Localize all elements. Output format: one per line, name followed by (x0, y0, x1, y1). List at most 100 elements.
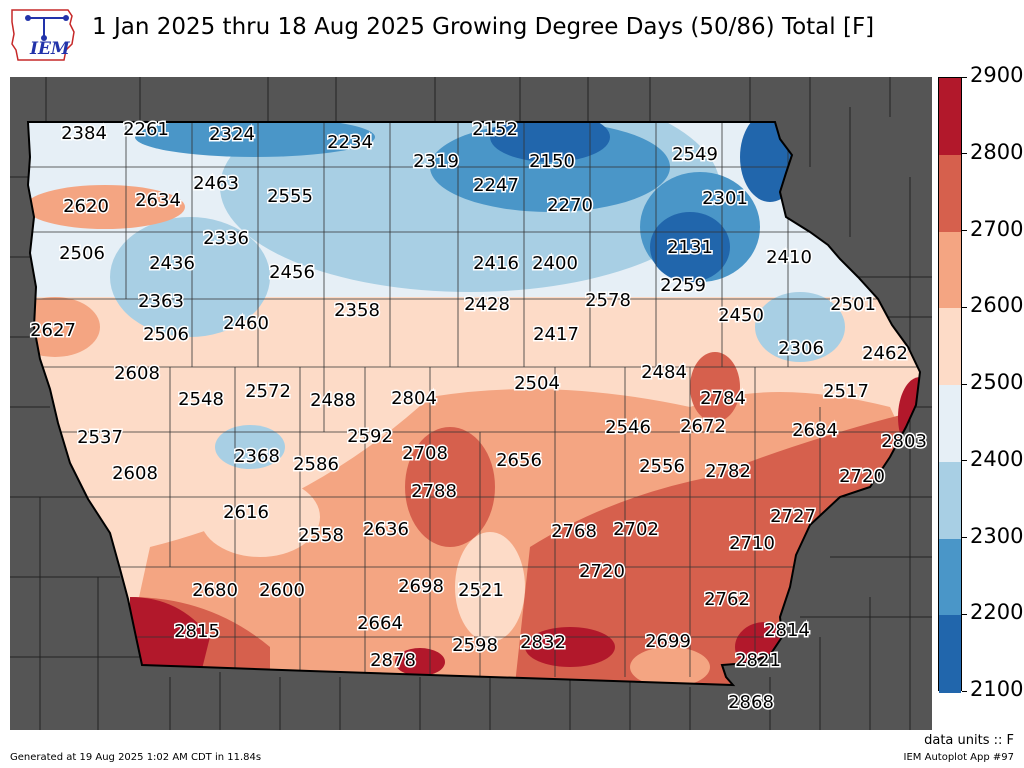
band-2700-2800-central (405, 427, 495, 547)
station-value: 2450 (718, 305, 764, 326)
station-value: 2504 (514, 373, 560, 394)
station-value: 2462 (862, 343, 908, 364)
colorbar-segment (939, 461, 961, 539)
station-labels: 2384 2261 2324 2234 2152 2549 2319 2150 … (29, 118, 929, 715)
iowa-state-outline (26, 121, 922, 687)
band-2700-2800-e (690, 352, 740, 422)
station-value: 2672 (680, 416, 726, 437)
station-value: 2572 (245, 381, 291, 402)
iowa-map: 2384 2261 2324 2234 2152 2549 2319 2150 … (10, 77, 932, 730)
station-value: 2558 (298, 525, 344, 546)
station-value: 2821 (735, 650, 781, 671)
station-value: 2324 (209, 124, 255, 145)
station-value: 2680 (192, 580, 238, 601)
station-value: 2428 (464, 294, 510, 315)
neighbor-county-lines (10, 77, 932, 730)
station-value: 2803 (881, 431, 927, 452)
page-title: 1 Jan 2025 thru 18 Aug 2025 Growing Degr… (92, 14, 875, 40)
band-2200-2300-nw (135, 122, 375, 157)
station-value: 2592 (347, 426, 393, 447)
generated-timestamp: Generated at 19 Aug 2025 1:02 AM CDT in … (10, 752, 262, 763)
station-value: 2684 (792, 420, 838, 441)
station-value: 2815 (174, 621, 220, 642)
colorbar-segment (939, 231, 961, 309)
station-value: 2608 (112, 463, 158, 484)
station-value: 2417 (533, 324, 579, 345)
contour-fill (28, 122, 920, 685)
band-2300-2400-east (755, 292, 845, 362)
station-value: 2586 (293, 454, 339, 475)
station-value: 2600 (259, 580, 305, 601)
station-value: 2463 (193, 173, 239, 194)
station-value: 2259 (660, 275, 706, 296)
station-value: 2521 (458, 580, 504, 601)
colorbar-tick-label: 2600 (962, 295, 1023, 317)
station-value: 2488 (310, 390, 356, 411)
colorbar-tick-label: 2900 (962, 65, 1023, 87)
station-value: 2501 (830, 294, 876, 315)
station-value: 2416 (473, 253, 519, 274)
colorbar-tick-label: 2100 (962, 679, 1023, 701)
colorbar-segment (939, 154, 961, 232)
county-lines (28, 122, 920, 677)
band-2800-2900-s2 (395, 648, 445, 676)
app-credit: IEM Autoplot App #97 (903, 752, 1014, 763)
station-value: 2608 (114, 363, 160, 384)
station-value: 2578 (585, 290, 631, 311)
station-value: 2436 (149, 253, 195, 274)
station-value: 2804 (391, 388, 437, 409)
station-value: 2720 (579, 561, 625, 582)
station-value: 2616 (223, 502, 269, 523)
station-value: 2656 (496, 450, 542, 471)
station-value: 2720 (839, 466, 885, 487)
station-value: 2517 (823, 381, 869, 402)
station-value: 2506 (143, 324, 189, 345)
station-value: 2868 (728, 692, 774, 713)
station-value: 2708 (402, 443, 448, 464)
station-value: 2306 (778, 338, 824, 359)
station-value: 2788 (411, 481, 457, 502)
colorbar-tick-label: 2800 (962, 141, 1023, 164)
station-value: 2537 (77, 427, 123, 448)
station-value: 2150 (529, 151, 575, 172)
iem-logo: IEM (8, 4, 80, 66)
colorbar-segment (939, 385, 961, 463)
station-value: 2400 (532, 253, 578, 274)
colorbar-tick-label: 2300 (962, 525, 1023, 548)
station-value: 2627 (30, 320, 76, 341)
band-2500-2600-s (455, 532, 525, 642)
band-2300-2400-west (215, 425, 285, 469)
station-value: 2620 (63, 196, 109, 217)
station-value: 2261 (123, 119, 169, 140)
station-value: 2336 (203, 228, 249, 249)
station-value: 2484 (641, 362, 687, 383)
station-value: 2546 (605, 417, 651, 438)
colorbar-ticks: 2900 2800 2700 2600 2500 2400 2300 2200 2100 (962, 65, 1024, 700)
band-2300-2400-nw (110, 217, 270, 337)
station-value: 2549 (672, 144, 718, 165)
colorbar-tick-label: 2500 (962, 372, 1023, 394)
station-value: 2358 (334, 300, 380, 321)
station-value: 2664 (357, 613, 403, 634)
station-value: 2247 (473, 175, 519, 196)
station-value: 2384 (61, 123, 107, 144)
station-value: 2878 (370, 650, 416, 671)
station-value: 2301 (702, 188, 748, 209)
colorbar-segment (939, 308, 961, 386)
logo-text: IEM (29, 39, 71, 59)
station-value: 2270 (547, 195, 593, 216)
colorbar-tick-label: 2700 (962, 218, 1023, 241)
station-value: 2636 (363, 519, 409, 540)
station-value: 2506 (59, 243, 105, 264)
station-value: 2768 (551, 521, 597, 542)
station-value: 2319 (413, 151, 459, 172)
station-value: 2234 (327, 132, 373, 153)
station-value: 2782 (705, 461, 751, 482)
station-value: 2548 (178, 389, 224, 410)
station-value: 2556 (639, 456, 685, 477)
station-value: 2368 (234, 446, 280, 467)
colorbar-segment (939, 78, 961, 156)
map-panel: 2384 2261 2324 2234 2152 2549 2319 2150 … (10, 77, 932, 730)
station-value: 2832 (520, 632, 566, 653)
colorbar-segment (939, 538, 961, 616)
